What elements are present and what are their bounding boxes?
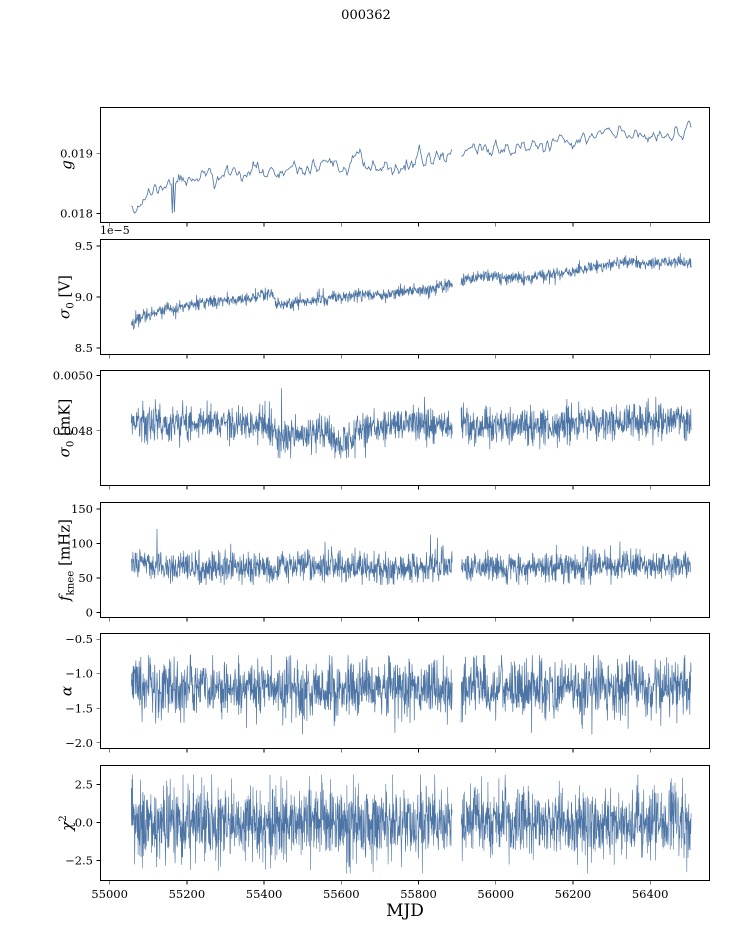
- series-sigma0-V: [130, 252, 692, 330]
- y-tick-label: −1.5: [65, 702, 93, 716]
- y-axis-label-fknee: fknee [mHz]: [55, 518, 77, 601]
- y-tick-label: 8.5: [75, 340, 93, 354]
- y-tick-label: 50: [78, 571, 93, 585]
- y-tick-label: 0.0048: [53, 424, 93, 438]
- axes-frame: [100, 633, 710, 750]
- series-g: [131, 120, 692, 214]
- y-axis-label-g: g: [57, 160, 76, 170]
- panel-sigma0-V: 8.5 9.0 9.5: [75, 238, 710, 359]
- figure-title: 000362: [341, 8, 391, 23]
- y-tick-label: 0: [86, 605, 93, 619]
- x-tick-label: 55200: [168, 887, 206, 901]
- y-tick-label: 9.0: [75, 290, 93, 304]
- y-tick-label: −2.5: [65, 853, 93, 867]
- x-tick-label: 55800: [400, 887, 437, 901]
- y-axis-offset-text: 1e−5: [100, 223, 130, 237]
- y-axis-label-sigma0-mK: σ0 [mK]: [55, 398, 77, 458]
- y-tick-label: 9.5: [75, 239, 93, 253]
- axes-frame: [100, 765, 710, 881]
- axes-frame: [100, 501, 710, 618]
- x-tick-label: 55600: [323, 887, 360, 901]
- x-tick-label: 55400: [245, 887, 283, 901]
- panel-g: 0.018 0.019: [60, 107, 710, 227]
- x-tick-label: 55000: [91, 887, 128, 901]
- axes-frame: [100, 107, 710, 223]
- panel-chi2: 2.5 0.0 −2.5: [65, 765, 710, 885]
- y-axis-label-alpha: α: [57, 686, 76, 697]
- y-tick-label: −1.0: [65, 667, 93, 681]
- y-tick-label: −0.5: [65, 633, 93, 647]
- y-tick-label: 100: [71, 536, 93, 550]
- series-chi2: [131, 774, 692, 874]
- series-alpha: [130, 655, 692, 735]
- y-axis-label-chi2: χ2: [58, 815, 76, 831]
- y-tick-label: 0.018: [60, 206, 93, 220]
- panel-fknee: 0 50 100 150: [71, 501, 710, 622]
- x-axis-label: MJD: [386, 901, 424, 921]
- y-tick-label: 2.5: [75, 777, 93, 791]
- panel-sigma0-mK: 0.0048 0.0050: [53, 369, 710, 490]
- axes-frame: [100, 370, 710, 487]
- y-tick-label: 0.0050: [53, 369, 93, 383]
- x-tick-label: 56400: [631, 887, 669, 901]
- panel-alpha: −0.5 −1.0 −1.5 −2.0: [65, 633, 710, 753]
- y-tick-label: 0.0: [75, 815, 93, 829]
- axes-frame: [100, 238, 710, 355]
- y-tick-label: −2.0: [65, 736, 93, 750]
- series-fknee: [130, 528, 692, 585]
- y-tick-label: 150: [71, 502, 93, 516]
- y-tick-label: 0.019: [60, 146, 93, 160]
- x-tick-label: 56000: [477, 887, 515, 901]
- y-axis-label-sigma0-V: σ0 [V]: [55, 274, 77, 319]
- series-sigma0-mK: [130, 388, 692, 459]
- x-tick-label: 56200: [554, 887, 592, 901]
